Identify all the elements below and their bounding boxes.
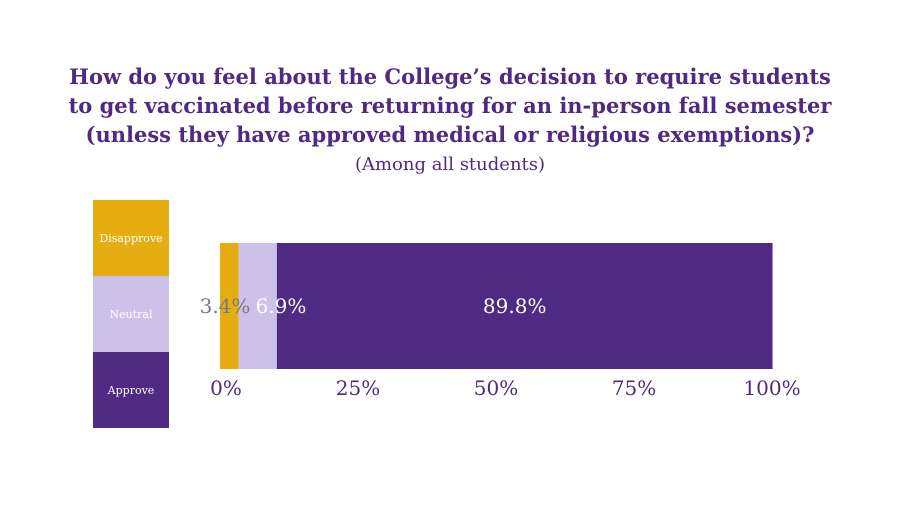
data-label-disapprove: 3.4%: [200, 294, 251, 318]
chart-subtitle: (Among all students): [354, 154, 546, 175]
legend-item-disapprove: Disapprove: [93, 200, 169, 276]
x-tick-label: 75%: [612, 376, 656, 400]
chart-title-line: (unless they have approved medical or re…: [85, 122, 815, 147]
bar-segment-approve: [276, 243, 773, 369]
chart-title-line: How do you feel about the College’s deci…: [69, 64, 831, 89]
bar-segment-disapprove: [220, 243, 239, 369]
x-tick-label: 100%: [743, 376, 800, 400]
x-tick-label: 0%: [210, 376, 242, 400]
data-label-neutral: 6.9%: [256, 294, 307, 318]
legend-item-neutral: Neutral: [93, 276, 169, 352]
legend: Disapprove Neutral Approve: [93, 200, 169, 428]
legend-item-approve: Approve: [93, 352, 169, 428]
x-tick-label: 25%: [336, 376, 380, 400]
x-tick-label: 50%: [474, 376, 518, 400]
bar-segment-neutral: [238, 243, 277, 369]
chart-title-line: to get vaccinated before returning for a…: [68, 93, 832, 118]
data-label-approve: 89.8%: [483, 294, 547, 318]
chart-title: How do you feel about the College’s deci…: [0, 62, 900, 149]
